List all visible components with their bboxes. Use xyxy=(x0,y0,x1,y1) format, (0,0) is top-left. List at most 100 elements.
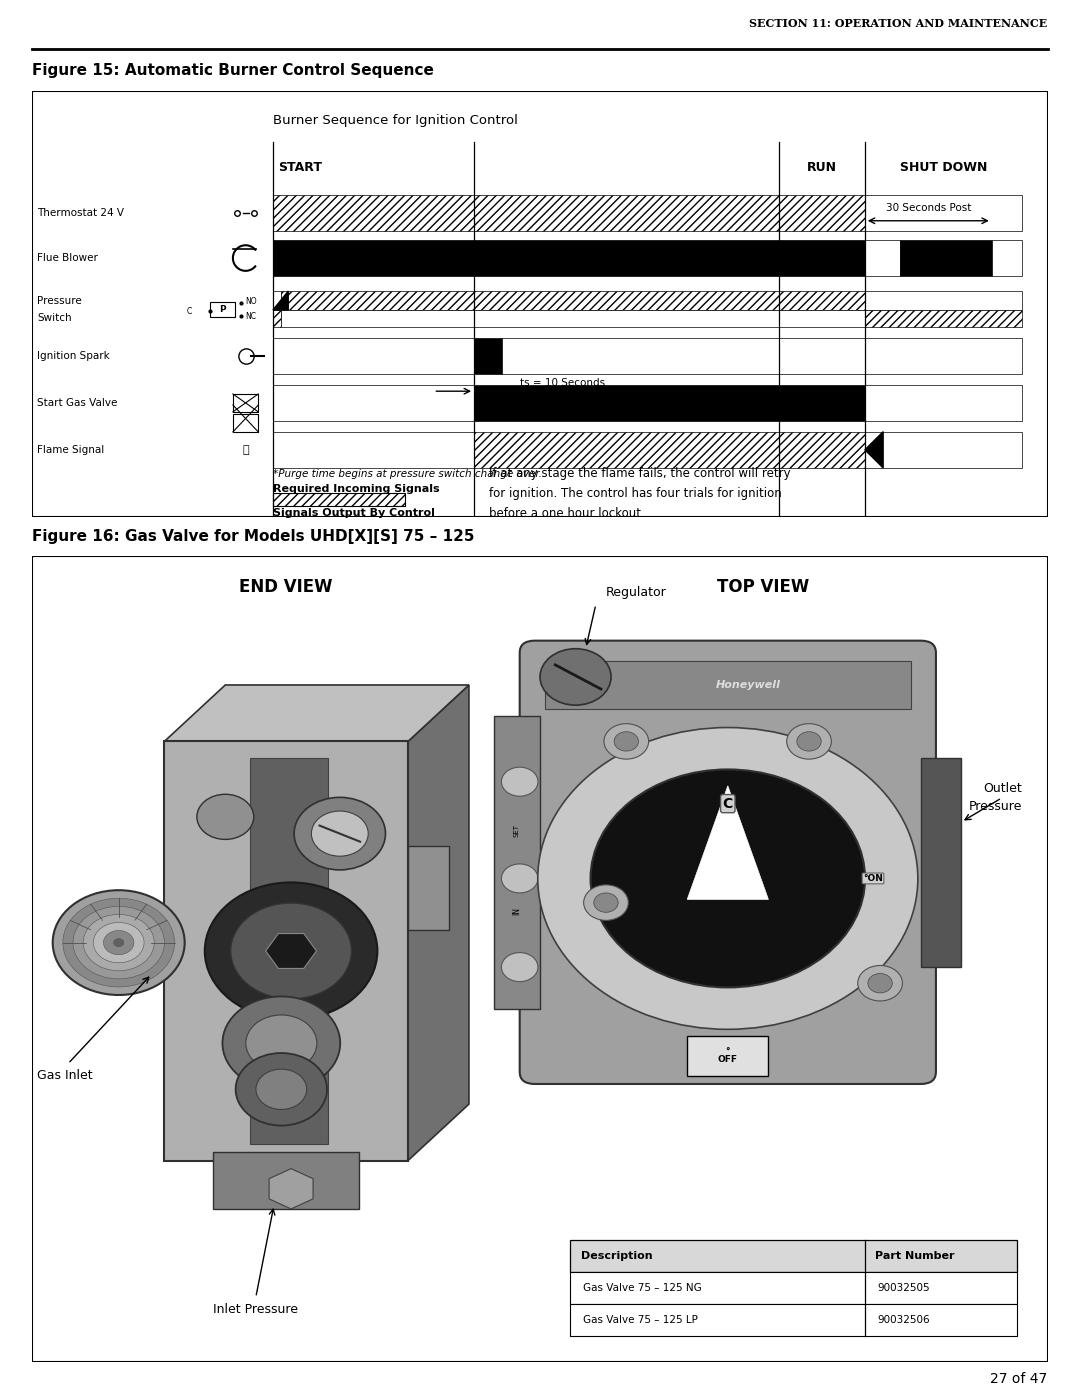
Text: Required Incoming Signals: Required Incoming Signals xyxy=(273,485,440,495)
Text: Ignition Spark: Ignition Spark xyxy=(38,351,110,360)
Text: Figure 16: Gas Valve for Models UHD[X][S] 75 – 125: Figure 16: Gas Valve for Models UHD[X][S… xyxy=(32,529,475,543)
Bar xyxy=(545,661,910,710)
Circle shape xyxy=(858,965,903,1002)
Bar xyxy=(991,240,1022,277)
Text: Inlet Pressure: Inlet Pressure xyxy=(213,1303,298,1316)
Text: SET: SET xyxy=(514,824,519,837)
Bar xyxy=(865,240,901,277)
Bar xyxy=(273,384,474,420)
Bar xyxy=(901,240,991,277)
Text: C: C xyxy=(723,796,733,810)
Circle shape xyxy=(501,767,538,796)
FancyBboxPatch shape xyxy=(519,641,936,1084)
Bar xyxy=(570,1239,1017,1271)
Bar xyxy=(281,310,779,327)
Circle shape xyxy=(294,798,386,870)
Text: Outlet
Pressure: Outlet Pressure xyxy=(969,782,1022,813)
Text: Figure 15: Automatic Burner Control Sequence: Figure 15: Automatic Burner Control Sequ… xyxy=(32,63,434,78)
Bar xyxy=(865,432,1022,468)
Circle shape xyxy=(501,953,538,982)
Bar xyxy=(570,1271,1017,1303)
Bar xyxy=(273,240,865,277)
Bar xyxy=(779,291,865,310)
Polygon shape xyxy=(266,933,316,968)
Text: °
OFF: ° OFF xyxy=(718,1048,738,1065)
Text: *Purge time begins at pressure switch change over.: *Purge time begins at pressure switch ch… xyxy=(273,469,542,479)
Text: Regulator: Regulator xyxy=(606,585,666,599)
Bar xyxy=(779,310,865,327)
Circle shape xyxy=(93,922,144,963)
Text: Pressure: Pressure xyxy=(38,296,82,306)
Circle shape xyxy=(246,1016,316,1071)
Text: Description: Description xyxy=(581,1250,652,1260)
Text: IN: IN xyxy=(512,907,522,915)
Circle shape xyxy=(538,728,918,1030)
Bar xyxy=(865,310,1022,327)
Circle shape xyxy=(197,795,254,840)
Text: Gas Valve 75 – 125 LP: Gas Valve 75 – 125 LP xyxy=(582,1315,698,1326)
Bar xyxy=(408,847,448,930)
Text: Switch: Switch xyxy=(38,313,72,323)
Text: 30 Seconds Purge*: 30 Seconds Purge* xyxy=(324,254,422,264)
Text: Burner Sequence for Ignition Control: Burner Sequence for Ignition Control xyxy=(273,115,518,127)
Text: 30 Seconds Post: 30 Seconds Post xyxy=(886,203,971,212)
Bar xyxy=(281,291,779,310)
Circle shape xyxy=(615,732,638,752)
Circle shape xyxy=(868,974,892,993)
Circle shape xyxy=(235,1053,327,1126)
Polygon shape xyxy=(687,785,769,900)
Circle shape xyxy=(540,648,611,705)
Circle shape xyxy=(83,915,154,971)
Circle shape xyxy=(104,930,134,954)
Circle shape xyxy=(583,884,629,921)
Bar xyxy=(474,384,865,420)
Circle shape xyxy=(797,732,821,752)
Bar xyxy=(570,1303,1017,1337)
Text: NO: NO xyxy=(245,298,257,306)
Bar xyxy=(474,338,502,374)
Text: Signals Output By Control: Signals Output By Control xyxy=(273,507,435,518)
Text: If at any stage the flame fails, the control will retry
for ignition. The contro: If at any stage the flame fails, the con… xyxy=(489,467,791,520)
Text: Gas Valve 75 – 125 NG: Gas Valve 75 – 125 NG xyxy=(582,1282,701,1292)
Text: Thermostat 24 V: Thermostat 24 V xyxy=(38,208,124,218)
Text: SECTION 11: OPERATION AND MAINTENANCE: SECTION 11: OPERATION AND MAINTENANCE xyxy=(750,18,1048,29)
Text: START: START xyxy=(278,161,322,175)
Bar xyxy=(920,757,961,967)
Text: Gas Inlet: Gas Inlet xyxy=(38,1070,93,1083)
Bar xyxy=(273,338,474,374)
Polygon shape xyxy=(408,685,469,1161)
Circle shape xyxy=(501,863,538,893)
Text: TOP VIEW: TOP VIEW xyxy=(717,577,810,595)
Text: ts = 10 Seconds: ts = 10 Seconds xyxy=(519,377,605,388)
Circle shape xyxy=(604,724,649,759)
Text: °ON: °ON xyxy=(863,875,883,883)
Text: Flame Signal: Flame Signal xyxy=(38,444,105,455)
Bar xyxy=(687,1035,768,1076)
Bar xyxy=(474,432,779,468)
Bar xyxy=(273,291,281,310)
Polygon shape xyxy=(865,432,883,468)
Text: Start Gas Valve: Start Gas Valve xyxy=(38,398,118,408)
Bar xyxy=(273,517,405,528)
Text: 90032506: 90032506 xyxy=(877,1315,930,1326)
Circle shape xyxy=(63,898,175,986)
Bar xyxy=(273,432,474,468)
Bar xyxy=(273,196,779,232)
Circle shape xyxy=(113,939,124,947)
Bar xyxy=(233,394,258,412)
Circle shape xyxy=(73,907,164,979)
Text: Part Number: Part Number xyxy=(875,1250,955,1260)
Circle shape xyxy=(786,724,832,759)
Circle shape xyxy=(231,902,351,999)
Bar xyxy=(273,310,281,327)
Bar xyxy=(233,414,258,432)
Bar xyxy=(502,338,1022,374)
Circle shape xyxy=(222,996,340,1090)
Text: 90032505: 90032505 xyxy=(877,1282,930,1292)
Bar xyxy=(273,493,405,506)
Text: Honeywell: Honeywell xyxy=(716,680,781,690)
Polygon shape xyxy=(164,685,469,742)
Text: RUN: RUN xyxy=(807,161,837,175)
Circle shape xyxy=(591,770,865,988)
Text: SHUT DOWN: SHUT DOWN xyxy=(900,161,987,175)
